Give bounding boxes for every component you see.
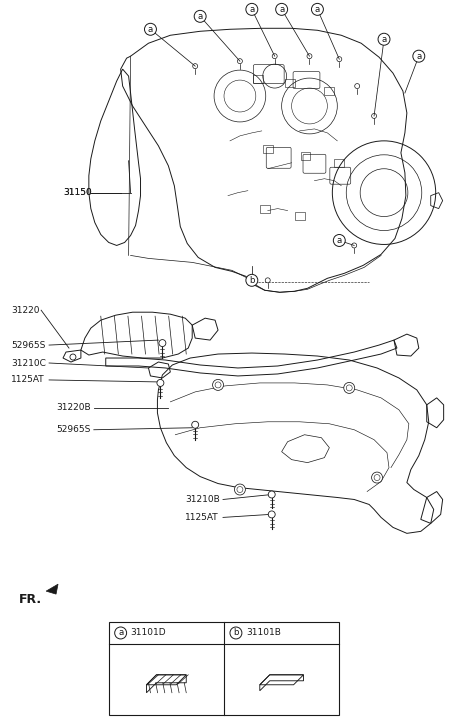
Circle shape — [159, 340, 166, 347]
Circle shape — [230, 627, 242, 639]
Circle shape — [265, 278, 270, 283]
Circle shape — [70, 354, 76, 360]
Text: 1125AT: 1125AT — [11, 375, 45, 385]
Circle shape — [344, 382, 354, 393]
Text: a: a — [249, 5, 254, 14]
Circle shape — [337, 57, 342, 62]
Circle shape — [378, 33, 390, 45]
Circle shape — [413, 50, 425, 62]
Circle shape — [372, 472, 382, 483]
Bar — [109, 622, 339, 715]
Circle shape — [276, 4, 288, 15]
Circle shape — [352, 243, 357, 248]
Text: 31210C: 31210C — [11, 358, 46, 368]
Text: 31101D: 31101D — [131, 628, 166, 638]
Bar — [295, 212, 304, 220]
Bar — [334, 158, 344, 166]
Text: a: a — [315, 5, 320, 14]
Circle shape — [268, 511, 275, 518]
Text: b: b — [249, 276, 254, 285]
Circle shape — [115, 627, 127, 639]
Bar — [253, 75, 263, 83]
Bar — [324, 87, 334, 95]
Text: b: b — [233, 628, 239, 638]
Text: 31220B: 31220B — [56, 403, 91, 412]
Circle shape — [194, 10, 206, 23]
Circle shape — [333, 235, 345, 246]
Circle shape — [268, 491, 275, 498]
Text: a: a — [279, 5, 284, 14]
Bar — [300, 152, 310, 160]
Text: 31150: 31150 — [63, 188, 92, 197]
Circle shape — [246, 274, 258, 286]
Circle shape — [246, 4, 258, 15]
Text: a: a — [118, 628, 123, 638]
Text: 31210B: 31210B — [185, 495, 220, 504]
Circle shape — [235, 484, 245, 495]
Text: 1125AT: 1125AT — [185, 513, 219, 522]
Text: 31220: 31220 — [11, 306, 40, 315]
Circle shape — [354, 84, 359, 89]
Text: 52965S: 52965S — [56, 425, 90, 434]
Circle shape — [192, 421, 199, 428]
Text: a: a — [148, 25, 153, 33]
Circle shape — [307, 54, 312, 59]
Text: a: a — [198, 12, 203, 21]
Circle shape — [312, 4, 323, 15]
Text: FR.: FR. — [19, 593, 42, 606]
Circle shape — [272, 54, 277, 59]
Circle shape — [144, 23, 156, 35]
Circle shape — [237, 59, 242, 64]
Text: 31101B: 31101B — [246, 628, 281, 638]
Text: a: a — [336, 236, 342, 245]
Text: 31150: 31150 — [63, 188, 92, 197]
Circle shape — [372, 113, 377, 119]
Polygon shape — [46, 585, 58, 594]
Circle shape — [212, 379, 224, 390]
Bar — [263, 145, 273, 153]
Circle shape — [193, 64, 198, 68]
Bar — [285, 79, 295, 87]
Text: a: a — [382, 35, 387, 44]
Text: a: a — [416, 52, 421, 60]
Circle shape — [157, 379, 164, 387]
Text: 52965S: 52965S — [11, 340, 46, 350]
Bar — [260, 204, 270, 212]
